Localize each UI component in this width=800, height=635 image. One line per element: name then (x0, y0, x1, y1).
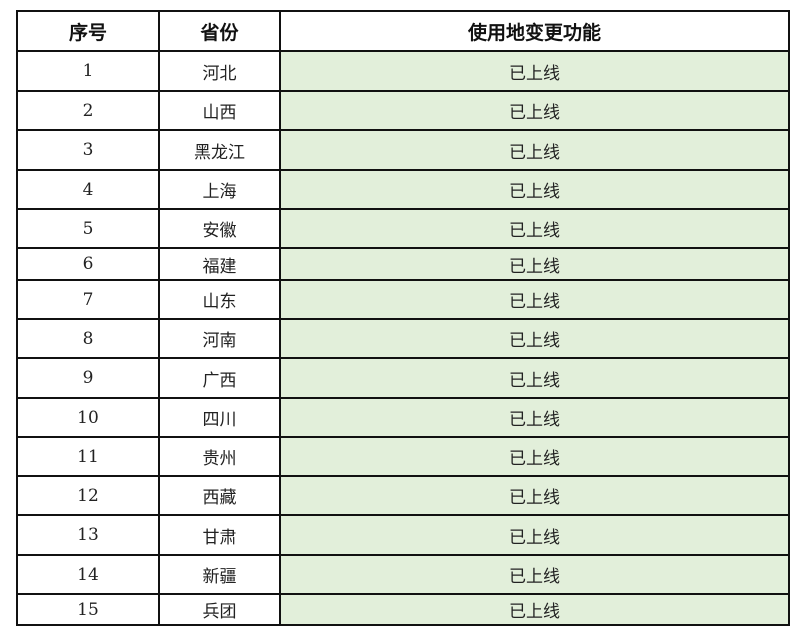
cell-province: 山西 (158, 90, 281, 131)
cell-status: 已上线 (279, 247, 790, 281)
cell-status: 已上线 (279, 475, 790, 516)
table-row: 4 上海 已上线 (16, 169, 790, 210)
cell-province: 山东 (158, 279, 281, 320)
table-row: 3 黑龙江 已上线 (16, 129, 790, 171)
table-row: 5 安徽 已上线 (16, 208, 790, 249)
cell-province: 四川 (158, 397, 281, 438)
table-row: 1 河北 已上线 (16, 50, 790, 92)
cell-status: 已上线 (279, 554, 790, 595)
cell-no: 13 (16, 514, 160, 556)
header-province: 省份 (158, 10, 281, 52)
cell-status: 已上线 (279, 279, 790, 320)
table-row: 7 山东 已上线 (16, 279, 790, 320)
cell-no: 14 (16, 554, 160, 595)
cell-no: 2 (16, 90, 160, 131)
cell-no: 11 (16, 436, 160, 477)
cell-province: 贵州 (158, 436, 281, 477)
cell-status: 已上线 (279, 436, 790, 477)
cell-status: 已上线 (279, 90, 790, 131)
cell-province: 河南 (158, 318, 281, 359)
cell-status: 已上线 (279, 593, 790, 626)
cell-no: 3 (16, 129, 160, 171)
cell-no: 5 (16, 208, 160, 249)
table-row: 11 贵州 已上线 (16, 436, 790, 477)
cell-province: 黑龙江 (158, 129, 281, 171)
cell-province: 新疆 (158, 554, 281, 595)
cell-province: 安徽 (158, 208, 281, 249)
cell-no: 6 (16, 247, 160, 281)
table-row: 8 河南 已上线 (16, 318, 790, 359)
cell-status: 已上线 (279, 50, 790, 92)
table-row: 13 甘肃 已上线 (16, 514, 790, 556)
cell-no: 10 (16, 397, 160, 438)
cell-province: 广西 (158, 357, 281, 399)
cell-status: 已上线 (279, 318, 790, 359)
header-no: 序号 (16, 10, 160, 52)
cell-status: 已上线 (279, 357, 790, 399)
cell-status: 已上线 (279, 514, 790, 556)
table-row: 14 新疆 已上线 (16, 554, 790, 595)
cell-province: 西藏 (158, 475, 281, 516)
cell-no: 4 (16, 169, 160, 210)
cell-province: 上海 (158, 169, 281, 210)
cell-status: 已上线 (279, 169, 790, 210)
table-row: 10 四川 已上线 (16, 397, 790, 438)
cell-status: 已上线 (279, 208, 790, 249)
cell-province: 甘肃 (158, 514, 281, 556)
cell-no: 1 (16, 50, 160, 92)
header-status: 使用地变更功能 (279, 10, 790, 52)
cell-province: 福建 (158, 247, 281, 281)
cell-province: 河北 (158, 50, 281, 92)
cell-no: 7 (16, 279, 160, 320)
cell-no: 12 (16, 475, 160, 516)
header-row: 序号 省份 使用地变更功能 (16, 10, 790, 52)
table-row: 9 广西 已上线 (16, 357, 790, 399)
table-row: 15 兵团 已上线 (16, 593, 790, 626)
cell-no: 15 (16, 593, 160, 626)
table-row: 6 福建 已上线 (16, 247, 790, 281)
table-row: 2 山西 已上线 (16, 90, 790, 131)
cell-province: 兵团 (158, 593, 281, 626)
cell-no: 8 (16, 318, 160, 359)
table-row: 12 西藏 已上线 (16, 475, 790, 516)
province-status-table: 序号 省份 使用地变更功能 1 河北 已上线 2 山西 已上线 3 黑龙江 已上线 4 上海 已上线 5… (16, 10, 790, 626)
cell-no: 9 (16, 357, 160, 399)
cell-status: 已上线 (279, 397, 790, 438)
cell-status: 已上线 (279, 129, 790, 171)
